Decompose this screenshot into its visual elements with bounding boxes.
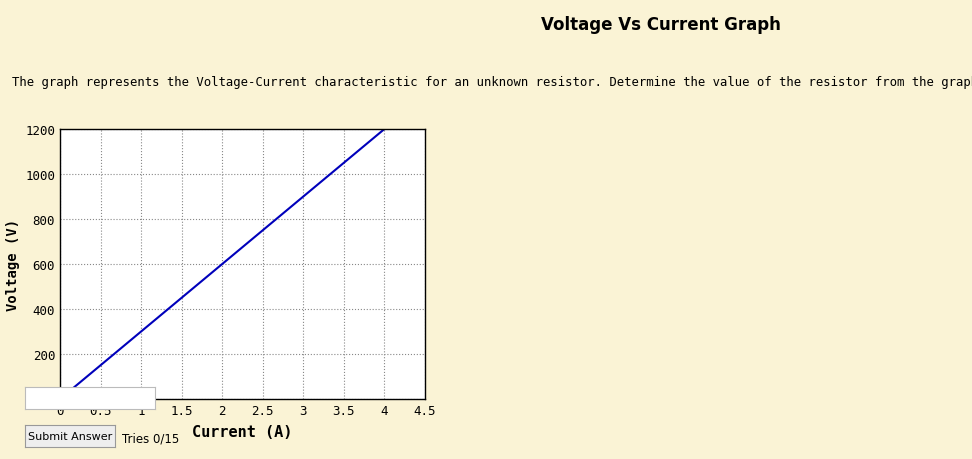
Text: Voltage Vs Current Graph: Voltage Vs Current Graph [541, 16, 781, 34]
Text: Submit Answer: Submit Answer [28, 431, 112, 441]
Text: Tries 0/15: Tries 0/15 [122, 432, 179, 445]
X-axis label: Current (A): Current (A) [192, 424, 293, 439]
Y-axis label: Voltage (V): Voltage (V) [6, 218, 19, 310]
Text: The graph represents the Voltage-Current characteristic for an unknown resistor.: The graph represents the Voltage-Current… [12, 76, 972, 89]
